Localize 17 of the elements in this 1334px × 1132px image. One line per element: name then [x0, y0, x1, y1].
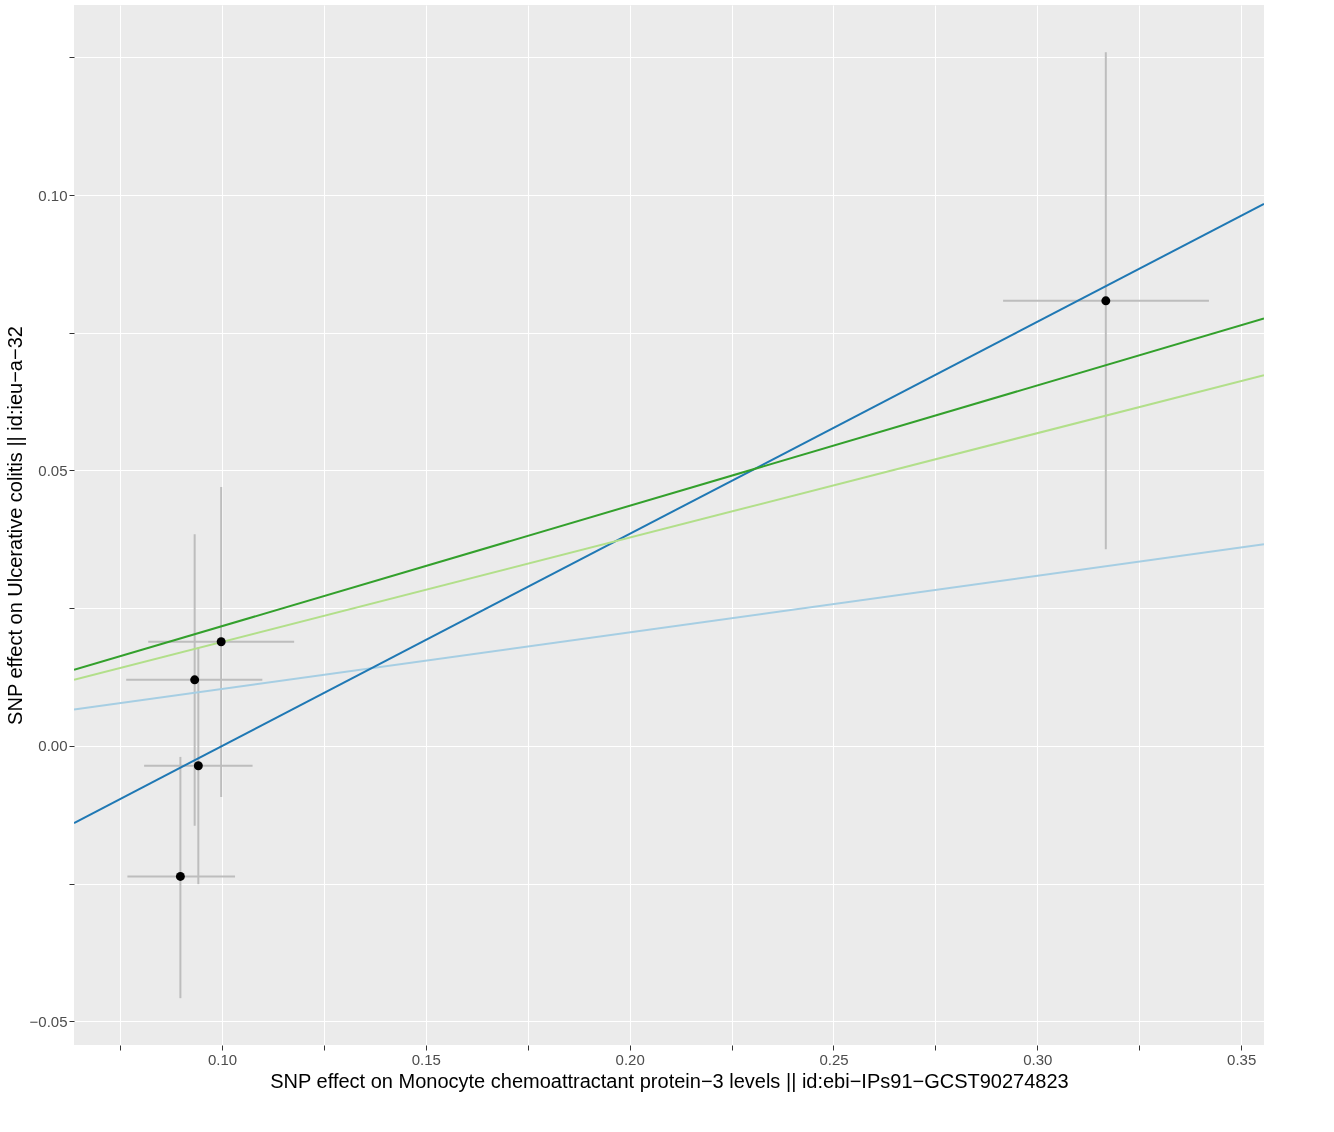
- x-tick-label: 0.25: [819, 1050, 849, 1068]
- y-tick-label: 0.10: [38, 186, 68, 204]
- point: [216, 637, 226, 647]
- y-axis-title: SNP effect on Ulcerative colitis || id:ieu−a−32: [3, 326, 26, 725]
- x-tick-label: 0.20: [615, 1050, 645, 1068]
- point: [175, 871, 185, 881]
- point: [190, 675, 200, 685]
- y-tick-label: 0.05: [38, 461, 68, 479]
- x-tick-label: 0.35: [1227, 1050, 1257, 1068]
- point: [193, 761, 203, 771]
- x-tick-label: 0.10: [207, 1050, 238, 1068]
- x-axis-title: SNP effect on Monocyte chemoattractant protein−3 levels || id:ebi−IPs91−GCST90274823: [270, 1069, 1069, 1092]
- x-tick-label: 0.30: [1023, 1050, 1053, 1068]
- point: [1101, 296, 1111, 306]
- y-tick-label: 0.00: [38, 737, 68, 755]
- x-tick-label: 0.15: [411, 1050, 441, 1068]
- y-tick-label: −0.05: [29, 1012, 68, 1030]
